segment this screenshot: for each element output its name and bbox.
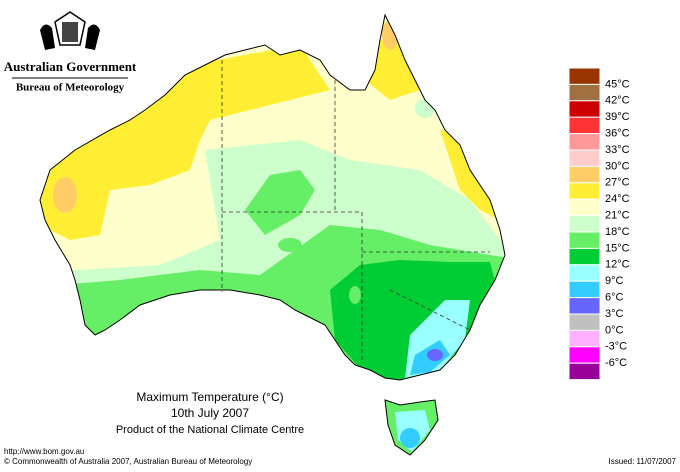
legend-swatch: [568, 116, 601, 135]
legend-swatch: [568, 280, 601, 299]
legend-label: 3°C: [605, 308, 624, 320]
legend-swatch: [568, 67, 601, 85]
caption-date: 10th July 2007: [171, 406, 249, 420]
legend-swatch: [568, 165, 601, 184]
emblem: [40, 11, 100, 50]
legend-swatch: [568, 100, 601, 118]
footer-issued: Issued: 11/07/2007: [609, 457, 677, 466]
coastline: [39, 13, 506, 456]
legend-swatch: [568, 133, 601, 151]
header-subtitle: Bureau of Meteorology: [16, 82, 125, 94]
legend-label: 21°C: [605, 210, 630, 222]
legend-swatch: [568, 215, 601, 233]
legend: 45°C 42°C 39°C 36°C 33°C 30°C 27°C 24°C 21°C 18°C…: [568, 67, 630, 381]
legend-swatch: [568, 149, 601, 167]
legend-label: -6°C: [605, 357, 627, 369]
legend-swatch: [568, 231, 601, 249]
header-title: Australian Government: [4, 59, 137, 74]
legend-swatch: [568, 362, 601, 381]
state-borders: [221, 60, 490, 360]
legend-label: 12°C: [605, 259, 630, 271]
legend-swatch: [568, 182, 601, 200]
legend-swatch: [568, 264, 601, 282]
footer-copyright: © Commonwealth of Australia 2007, Austra…: [4, 457, 252, 466]
legend-label: 39°C: [605, 111, 630, 123]
legend-label: 9°C: [605, 275, 624, 287]
legend-swatch: [568, 329, 601, 348]
legend-swatch: [568, 83, 601, 102]
legend-label: 24°C: [605, 193, 630, 205]
legend-swatch: [568, 346, 601, 364]
legend-swatch: [568, 313, 601, 331]
legend-label: 36°C: [605, 128, 630, 140]
legend-label: -3°C: [605, 341, 627, 353]
caption-title: Maximum Temperature (°C): [136, 390, 283, 404]
legend-label: 6°C: [605, 292, 624, 304]
footer-url[interactable]: http://www.bom.gov.au: [4, 447, 84, 456]
legend-label: 0°C: [605, 324, 624, 336]
legend-label: 27°C: [605, 177, 630, 189]
legend-label: 45°C: [605, 78, 630, 90]
legend-swatch: [568, 198, 601, 217]
legend-label: 33°C: [605, 144, 630, 156]
legend-label: 30°C: [605, 160, 630, 172]
legend-label: 42°C: [605, 95, 630, 107]
legend-swatch: [568, 247, 601, 266]
legend-label: 15°C: [605, 242, 630, 254]
caption-source: Product of the National Climate Centre: [116, 424, 304, 436]
legend-label: 18°C: [605, 226, 630, 238]
legend-swatch: [568, 297, 601, 315]
